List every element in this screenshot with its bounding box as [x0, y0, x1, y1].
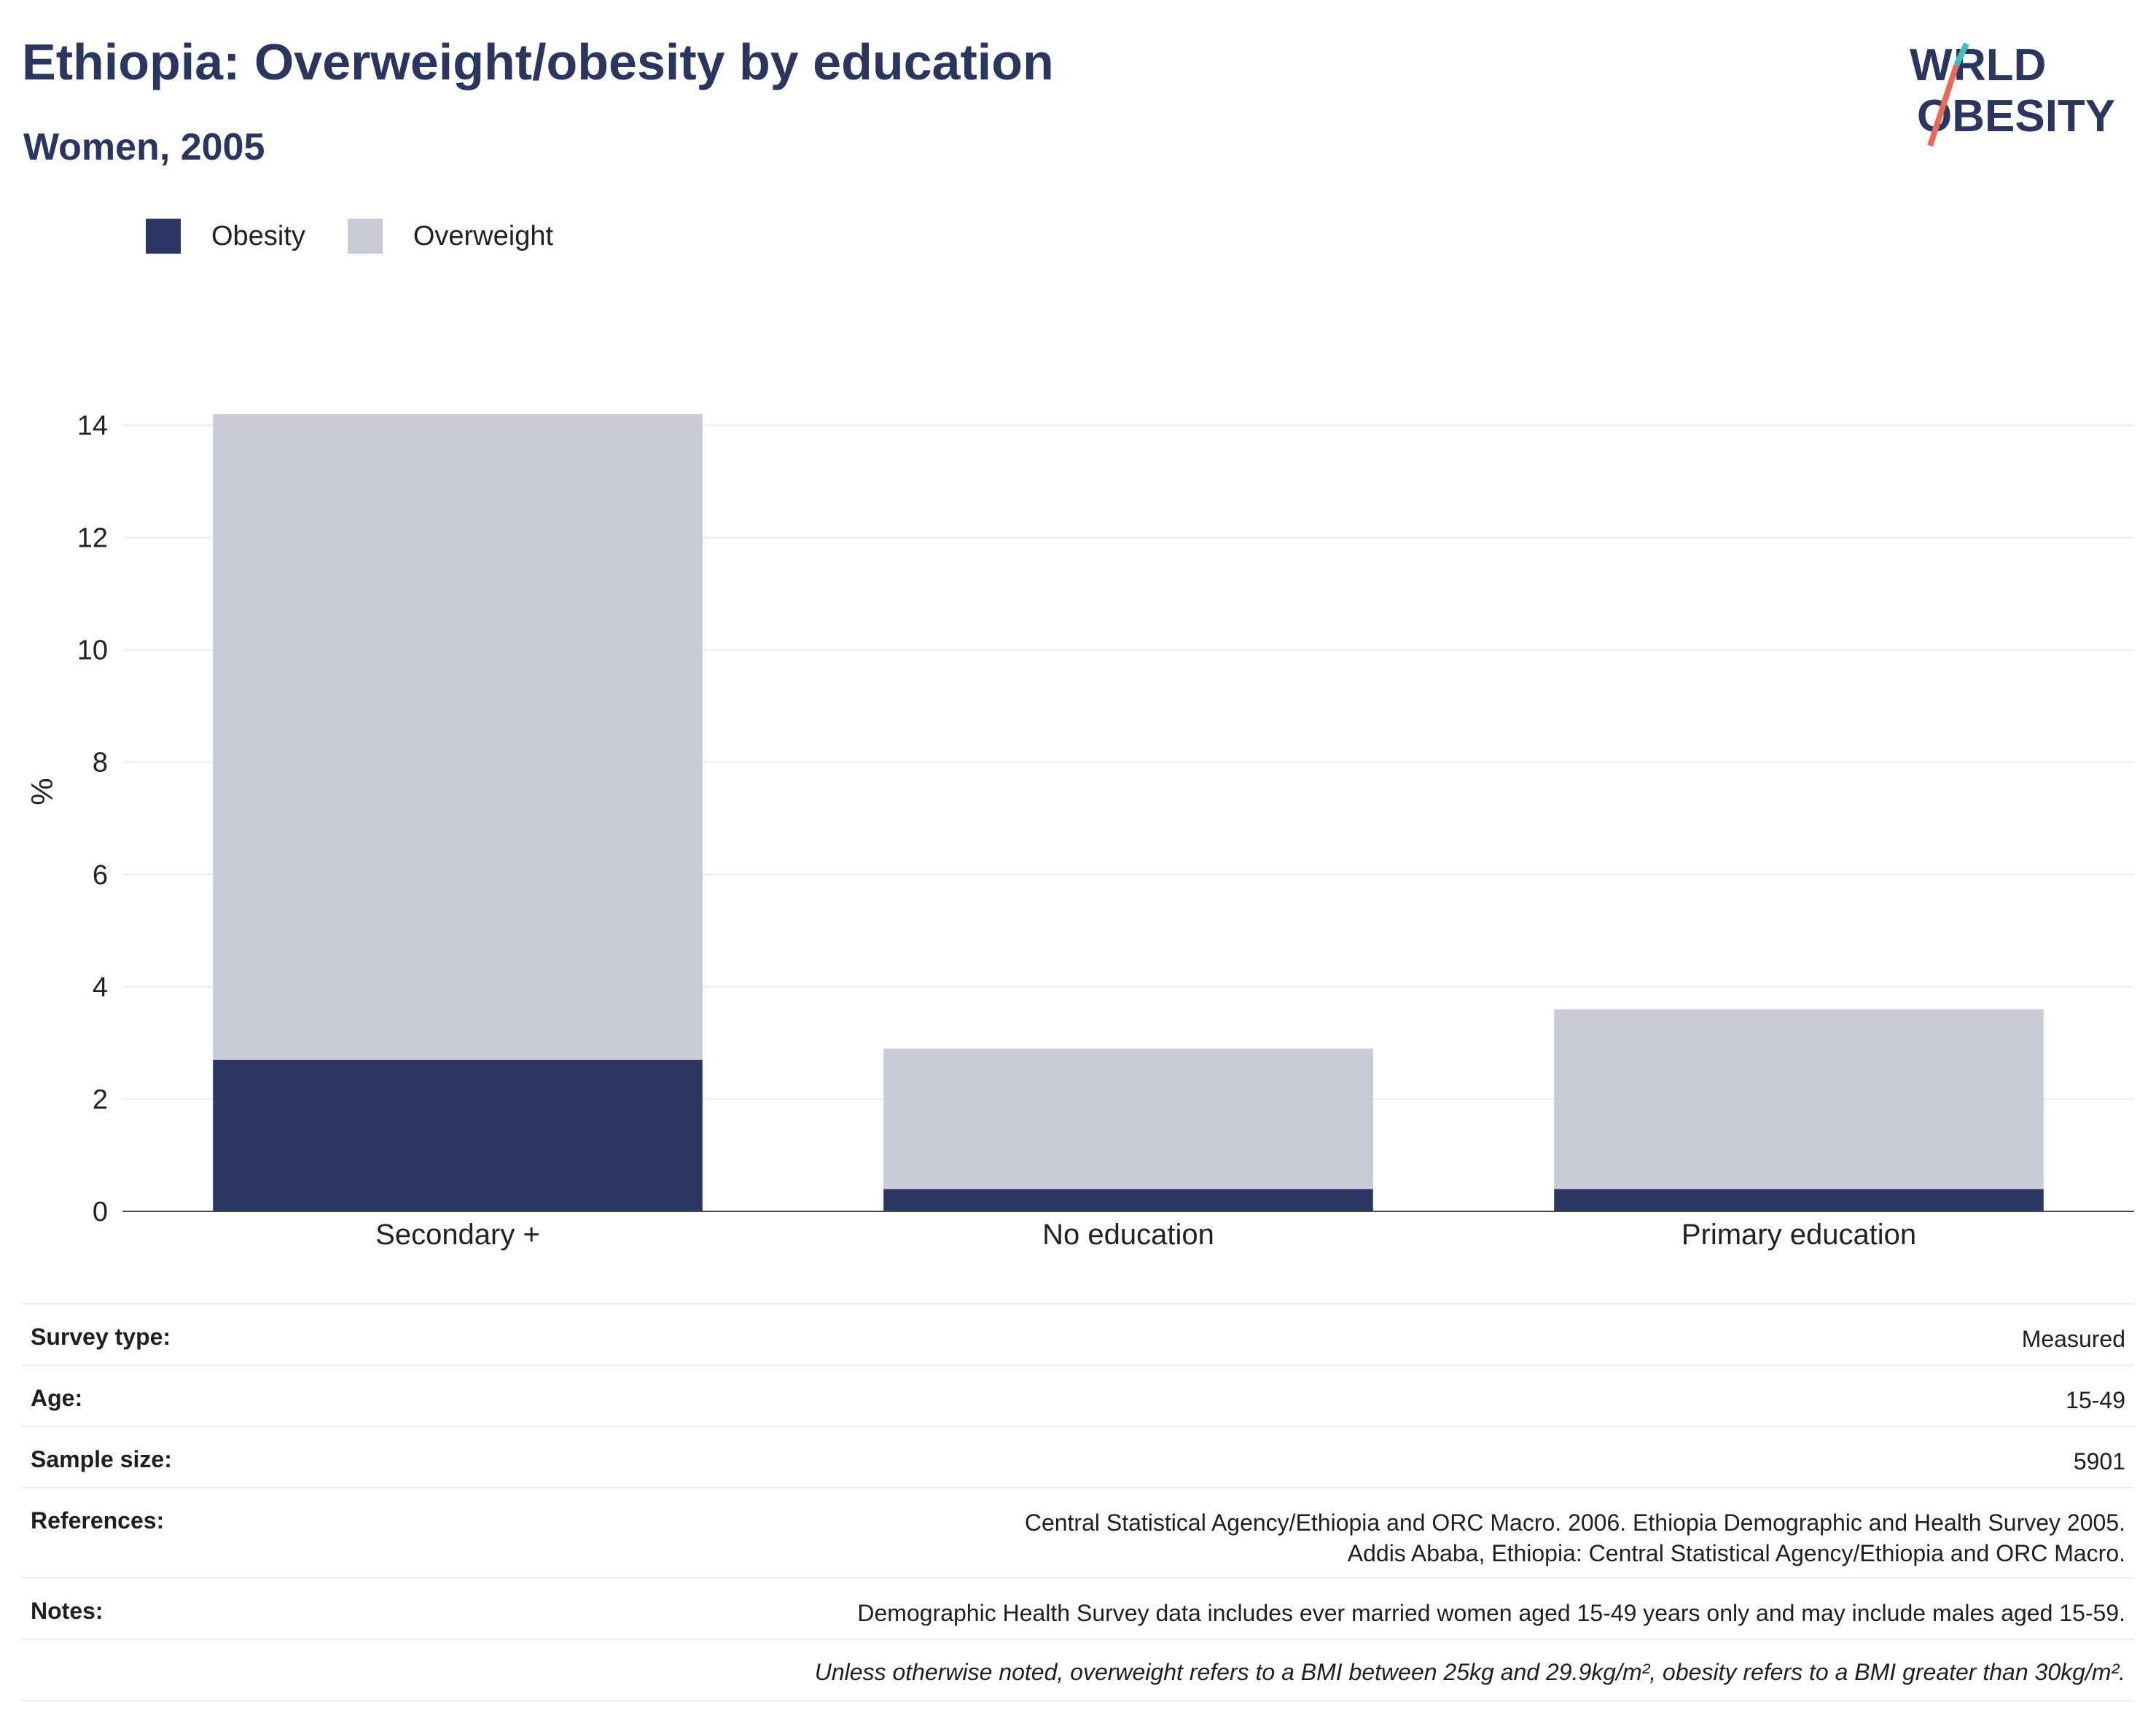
chart-subtitle: Women, 2005 [23, 126, 265, 168]
bar-obesity [1554, 1189, 2044, 1211]
info-key: Notes: [22, 1577, 345, 1639]
info-row: Sample size: 5901 [22, 1426, 2134, 1488]
bar-chart: 0 2 4 6 8 10 12 14% Secondary + No education Prima… [25, 411, 2134, 1251]
info-value: Measured [345, 1303, 2134, 1365]
chart-legend: Obesity Overweight [146, 219, 595, 254]
info-row: Notes: Demographic Health Survey data in… [22, 1577, 2134, 1639]
y-tick-label: 2 [93, 1085, 108, 1115]
y-tick-label: 0 [93, 1197, 108, 1227]
bar-obesity [213, 1060, 703, 1211]
y-tick-label: 8 [93, 748, 108, 778]
bmi-footnote: Unless otherwise noted, overweight refer… [345, 1639, 2134, 1701]
svg-text:OBESITY: OBESITY [1917, 91, 2115, 141]
x-tick-label: No education [1042, 1219, 1214, 1251]
svg-text:RLD: RLD [1953, 40, 2046, 90]
legend-label: Obesity [211, 220, 305, 251]
info-value: 5901 [345, 1426, 2134, 1488]
info-row: Unless otherwise noted, overweight refer… [22, 1639, 2134, 1701]
y-tick-label: 14 [77, 411, 108, 442]
info-key: Sample size: [22, 1426, 345, 1488]
y-tick-label: 4 [93, 972, 108, 1003]
info-row: Age: 15-49 [22, 1364, 2134, 1426]
legend-swatch-overweight [347, 219, 383, 254]
x-tick-label: Primary education [1682, 1219, 1916, 1251]
bar-overweight [213, 414, 703, 1061]
x-tick-label: Secondary + [375, 1219, 540, 1251]
info-row: References: Central Statistical Agency/E… [22, 1487, 2134, 1578]
survey-info-table: Survey type: Measured Age: 15-49 Sample … [22, 1303, 2134, 1701]
svg-text:W: W [1910, 40, 1953, 90]
info-key: Survey type: [22, 1303, 345, 1365]
y-tick-label: 10 [77, 636, 108, 666]
bar-overweight [883, 1048, 1373, 1190]
info-value: Demographic Health Survey data includes … [345, 1577, 2134, 1639]
bar-overweight [1554, 1009, 2044, 1190]
legend-swatch-obesity [146, 219, 181, 254]
y-axis-label: % [25, 778, 59, 805]
info-key: Age: [22, 1364, 345, 1426]
info-row: Survey type: Measured [22, 1303, 2134, 1365]
legend-item-obesity: Obesity [146, 219, 305, 254]
info-value: Central Statistical Agency/Ethiopia and … [345, 1487, 2134, 1578]
y-tick-label: 6 [93, 860, 108, 891]
legend-item-overweight: Overweight [347, 219, 554, 254]
chart-title: Ethiopia: Overweight/obesity by educatio… [22, 34, 1054, 90]
legend-label: Overweight [413, 220, 554, 251]
info-key: References: [22, 1487, 345, 1578]
bar-obesity [883, 1189, 1373, 1211]
y-tick-label: 12 [77, 523, 108, 554]
world-obesity-logo: W RLD OBESITY [1910, 40, 2115, 147]
info-value: 15-49 [345, 1364, 2134, 1426]
